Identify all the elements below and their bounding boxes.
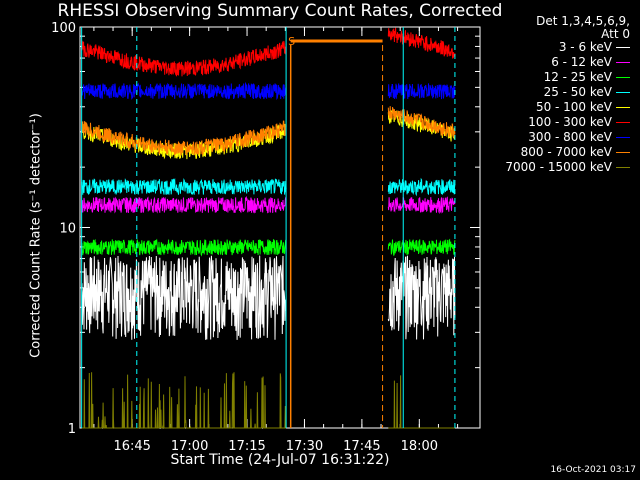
series-line-3-1: [387, 177, 456, 197]
legend-label: 3 - 6 keV: [558, 40, 612, 54]
legend-swatch: [616, 107, 630, 108]
legend-item: 800 - 7000 keV: [470, 145, 632, 159]
series-line-0-0: [81, 255, 287, 340]
legend-item: 50 - 100 keV: [470, 100, 632, 114]
chart-title: RHESSI Observing Summary Count Rates, Co…: [57, 1, 503, 21]
series-line-1-0: [81, 196, 287, 214]
legend-swatch: [616, 152, 630, 153]
series-line-6-1: [387, 83, 456, 100]
x-tick-label: 17:00: [171, 439, 208, 454]
timestamp-footer: 16-Oct-2021 03:17: [550, 465, 636, 475]
series-line-3-0: [81, 177, 287, 196]
legend-label: 50 - 100 keV: [535, 100, 612, 114]
legend-swatch: [616, 77, 630, 78]
series-line-4-1: [387, 109, 456, 142]
legend-label: 7000 - 15000 keV: [505, 160, 612, 174]
y-axis-label: Corrected Count Rate (s⁻¹ detector⁻¹): [28, 113, 44, 358]
legend-item: 7000 - 15000 keV: [470, 160, 632, 174]
y-tick-label: 100: [51, 21, 76, 36]
legend-label: 25 - 50 keV: [543, 85, 612, 99]
series-line-5-1: [387, 27, 456, 59]
series-line-7-1: [387, 106, 456, 138]
series-line-8-0: [81, 372, 287, 429]
legend-label: 800 - 7000 keV: [520, 145, 612, 159]
series-line-2-0: [81, 238, 287, 257]
series-line-0-1: [387, 255, 456, 340]
x-axis-label: Start Time (24-Jul-07 16:31:22): [170, 452, 390, 468]
legend-label: 100 - 300 keV: [528, 115, 612, 129]
legend-swatch: [616, 137, 630, 138]
legend-item: 300 - 800 keV: [470, 130, 632, 144]
saa-marker-label: S: [288, 35, 295, 48]
series-line-8-1: [388, 375, 455, 429]
series-line-6-0: [81, 81, 287, 101]
x-tick-label: 18:00: [401, 439, 438, 454]
legend-label: 6 - 12 keV: [551, 55, 612, 69]
legend-label: 300 - 800 keV: [528, 130, 612, 144]
legend-swatch: [616, 122, 630, 123]
legend-swatch: [616, 62, 630, 63]
y-tick-label: 10: [59, 222, 76, 237]
x-tick-label: 17:30: [286, 439, 323, 454]
legend-swatch: [616, 92, 630, 93]
y-tick-label: 1: [68, 422, 76, 437]
x-tick-label: 16:45: [113, 439, 150, 454]
legend-item: 12 - 25 keV: [470, 70, 632, 84]
series-line-2-1: [387, 238, 456, 256]
legend-item: 100 - 300 keV: [470, 115, 632, 129]
legend-swatch: [616, 167, 630, 168]
legend-header-line-1: Det 1,3,4,5,6,9,: [536, 14, 630, 28]
legend-item: 25 - 50 keV: [470, 85, 632, 99]
series-line-5-0: [81, 40, 287, 77]
legend-item: 6 - 12 keV: [470, 55, 632, 69]
legend-label: 12 - 25 keV: [543, 70, 612, 84]
series-line-7-0: [81, 120, 287, 156]
legend-item: 3 - 6 keV: [470, 40, 632, 54]
legend-header-line-2: Att 0: [601, 27, 630, 41]
x-tick-label: 17:15: [228, 439, 265, 454]
series-line-1-1: [387, 196, 456, 214]
x-tick-label: 17:45: [343, 439, 380, 454]
legend-swatch: [616, 47, 630, 48]
